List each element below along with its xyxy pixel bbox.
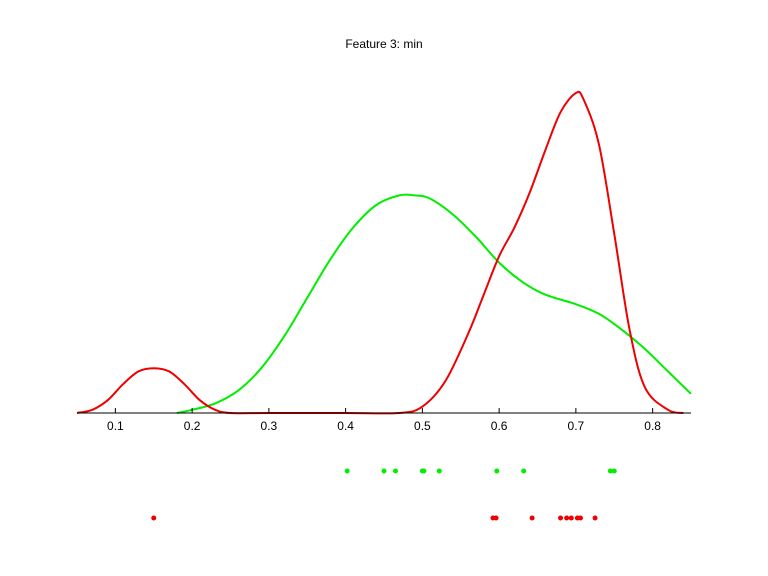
rug-point-2 [564,515,570,521]
x-tick-label: 0.2 [184,419,201,433]
rug-point-2 [592,515,598,521]
rug-point-1 [611,468,617,474]
rug-point-2 [558,515,564,521]
density-curves [76,90,692,415]
density-curve-1 [176,193,692,414]
rug-point-1 [393,468,399,474]
x-tick-label: 0.3 [261,419,278,433]
rug-point-2 [493,515,499,521]
rug-point-1 [381,468,387,474]
x-tick-label: 0.4 [337,419,354,433]
rug-point-2 [568,515,574,521]
rug-point-1 [521,468,527,474]
rug-point-1 [494,468,500,474]
chart-title: Feature 3: min [345,37,422,51]
rug-point-1 [344,468,350,474]
rug-point-1 [607,468,613,474]
rug-point-2 [151,515,157,521]
rug-point-2 [577,515,583,521]
x-tick-label: 0.6 [491,419,508,433]
rug-point-1 [436,468,442,474]
density-curve-2 [76,90,684,415]
rug-point-2 [529,515,535,521]
x-tick-label: 0.8 [644,419,661,433]
x-tick-label: 0.7 [568,419,585,433]
x-axis-ticks: 0.1 0.2 0.3 0.4 0.5 0.6 0.7 0.8 [107,408,661,433]
rug-point-1 [421,468,427,474]
rug-plots [151,468,617,521]
x-tick-label: 0.5 [414,419,431,433]
x-tick-label: 0.1 [107,419,124,433]
